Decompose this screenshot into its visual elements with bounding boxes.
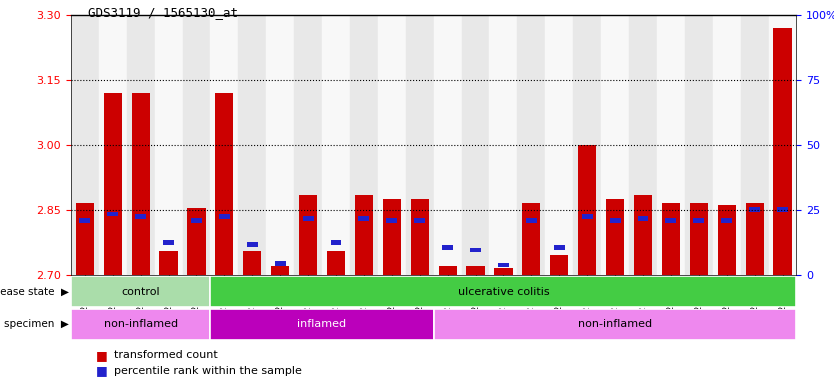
Bar — [466, 266, 485, 275]
Bar — [773, 28, 791, 275]
Bar — [188, 208, 205, 275]
Bar — [414, 218, 425, 223]
Bar — [495, 268, 513, 275]
Bar — [545, 15, 573, 275]
Bar — [76, 203, 94, 275]
Bar — [717, 205, 736, 275]
Bar — [383, 199, 401, 275]
Bar — [71, 309, 210, 340]
Bar — [322, 15, 350, 275]
Bar — [386, 218, 397, 223]
Bar — [354, 195, 373, 275]
Bar — [350, 15, 378, 275]
Bar — [777, 207, 788, 212]
Text: ■: ■ — [96, 364, 108, 377]
Bar — [219, 214, 230, 218]
Bar — [71, 15, 98, 275]
Text: disease state  ▶: disease state ▶ — [0, 287, 69, 297]
Text: control: control — [121, 287, 160, 297]
Text: inflamed: inflamed — [298, 319, 347, 329]
Bar — [498, 263, 509, 267]
Bar — [103, 93, 122, 275]
Bar — [191, 218, 202, 223]
Bar — [746, 203, 764, 275]
Bar — [690, 203, 708, 275]
Bar — [239, 15, 266, 275]
Bar — [294, 15, 322, 275]
Text: specimen  ▶: specimen ▶ — [4, 319, 69, 329]
Bar — [378, 15, 406, 275]
Bar — [135, 214, 146, 218]
Bar — [490, 15, 517, 275]
Bar — [434, 15, 461, 275]
Bar — [657, 15, 685, 275]
Bar — [303, 216, 314, 221]
Bar — [769, 15, 796, 275]
Text: percentile rank within the sample: percentile rank within the sample — [114, 366, 302, 376]
Bar — [693, 218, 704, 223]
Bar — [159, 251, 178, 275]
Text: transformed count: transformed count — [114, 350, 218, 360]
Bar — [470, 248, 481, 252]
Text: non-inflamed: non-inflamed — [578, 319, 652, 329]
Bar — [634, 195, 652, 275]
Bar — [266, 15, 294, 275]
Text: non-inflamed: non-inflamed — [103, 319, 178, 329]
Bar — [210, 276, 796, 307]
Bar — [71, 276, 210, 307]
Bar — [79, 218, 90, 223]
Bar — [741, 15, 769, 275]
Bar — [327, 251, 345, 275]
Bar — [434, 309, 796, 340]
Bar — [685, 15, 713, 275]
Bar — [526, 218, 537, 223]
Bar — [442, 245, 453, 250]
Bar — [606, 199, 624, 275]
Bar — [573, 15, 601, 275]
Bar — [215, 93, 234, 275]
Bar — [439, 266, 457, 275]
Text: GDS3119 / 1565130_at: GDS3119 / 1565130_at — [88, 6, 238, 19]
Bar — [274, 262, 285, 266]
Bar — [721, 218, 732, 223]
Bar — [183, 15, 210, 275]
Bar — [210, 15, 239, 275]
Text: ulcerative colitis: ulcerative colitis — [458, 287, 550, 297]
Bar — [582, 214, 593, 218]
Bar — [359, 216, 369, 221]
Bar — [330, 240, 341, 245]
Bar — [637, 216, 648, 221]
Text: ■: ■ — [96, 349, 108, 362]
Bar — [578, 145, 596, 275]
Bar — [410, 199, 429, 275]
Bar — [662, 203, 680, 275]
Bar — [154, 15, 183, 275]
Bar — [517, 15, 545, 275]
Bar — [210, 309, 434, 340]
Bar — [244, 251, 261, 275]
Bar — [629, 15, 657, 275]
Bar — [247, 242, 258, 247]
Bar — [522, 203, 540, 275]
Bar — [610, 218, 620, 223]
Bar — [406, 15, 434, 275]
Bar — [163, 240, 174, 245]
Bar — [108, 212, 118, 217]
Bar — [601, 15, 629, 275]
Bar — [98, 15, 127, 275]
Bar — [666, 218, 676, 223]
Bar — [550, 255, 568, 275]
Bar — [271, 266, 289, 275]
Bar — [713, 15, 741, 275]
Bar — [127, 15, 154, 275]
Bar — [461, 15, 490, 275]
Bar — [132, 93, 150, 275]
Bar — [554, 245, 565, 250]
Bar — [299, 195, 317, 275]
Bar — [749, 207, 760, 212]
